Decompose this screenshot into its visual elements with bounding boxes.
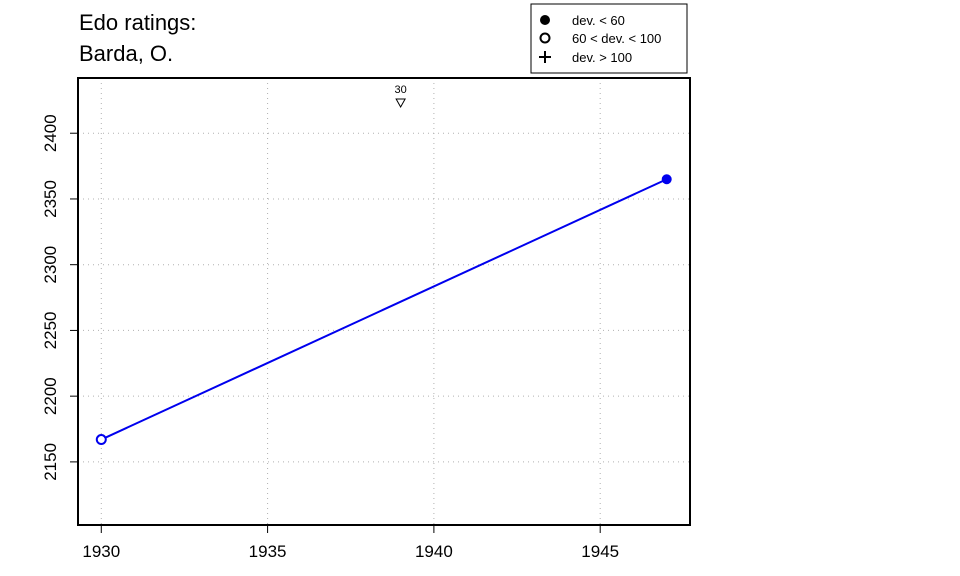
legend-filled-circle-icon — [540, 15, 550, 25]
legend-plus-icon — [539, 51, 551, 63]
legend-entry-2: 60 < dev. < 100 — [572, 31, 661, 46]
grid — [78, 78, 690, 525]
y-tick-label: 2200 — [41, 377, 60, 415]
x-tick-label: 1935 — [249, 542, 287, 561]
y-tick-label: 2300 — [41, 246, 60, 284]
legend-entry-1: dev. < 60 — [572, 13, 625, 28]
plot-frame — [77, 77, 691, 526]
x-tick-label: 1945 — [581, 542, 619, 561]
x-axis: 1930 1935 1940 1945 — [82, 525, 619, 561]
y-axis: 2150 2200 2250 2300 2350 2400 — [41, 114, 78, 481]
series-line — [100, 178, 668, 441]
annotation-layer: 30 — [395, 84, 407, 108]
series-layer — [95, 174, 672, 446]
y-tick-label: 2250 — [41, 312, 60, 350]
annotation-triangle-icon — [395, 98, 406, 108]
x-tick-label: 1940 — [415, 542, 453, 561]
chart-title-line-1: Edo ratings: — [79, 10, 196, 35]
legend-box — [530, 3, 688, 74]
y-tick-label: 2350 — [41, 180, 60, 218]
chart-title-line-2: Barda, O. — [79, 41, 173, 66]
chart-title: Edo ratings: Barda, O. — [79, 10, 196, 66]
y-tick-label: 2150 — [41, 443, 60, 481]
y-tick-label: 2400 — [41, 114, 60, 152]
legend-open-circle-icon — [539, 32, 551, 44]
annotation-label: 30 — [395, 84, 407, 96]
data-point-open — [95, 434, 107, 446]
x-tick-label: 1930 — [82, 542, 120, 561]
legend-entry-3: dev. > 100 — [572, 50, 632, 65]
data-point-filled — [661, 174, 672, 185]
legend: dev. < 60 60 < dev. < 100 dev. > 100 — [530, 3, 688, 74]
